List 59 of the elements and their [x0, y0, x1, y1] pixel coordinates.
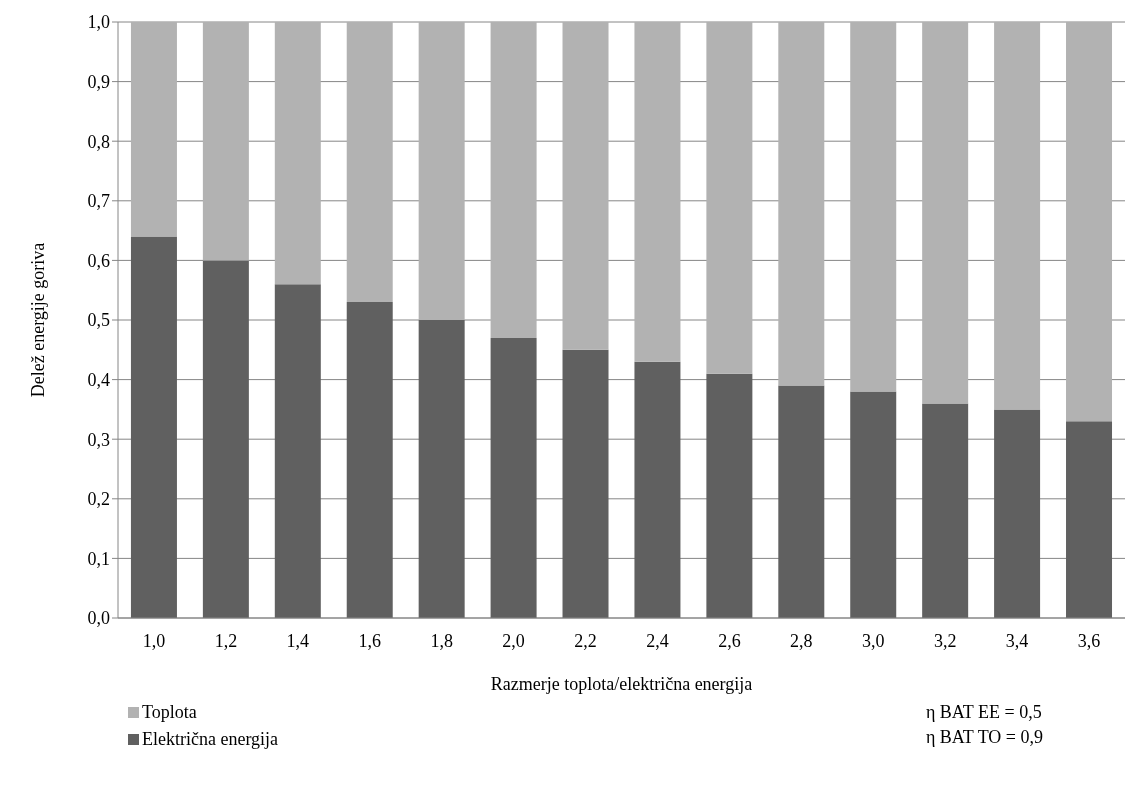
y-tick-label: 0,8 — [87, 131, 110, 152]
x-tick-label: 1,6 — [358, 630, 381, 651]
bar — [1066, 421, 1113, 618]
y-tick-label: 0,5 — [87, 310, 110, 331]
text: η BAT TO = 0,9 — [925, 727, 1043, 748]
x-tick-label: 2,6 — [718, 630, 741, 651]
x-tick-label: 1,4 — [286, 630, 310, 651]
bar — [274, 22, 321, 285]
y-tick-label: 1,0 — [87, 12, 110, 33]
bar — [706, 22, 753, 374]
bar — [202, 260, 249, 618]
x-tick-label: 2,2 — [574, 630, 597, 651]
bar — [634, 361, 681, 618]
bar — [418, 22, 465, 320]
text: η BAT EE = 0,5 — [925, 702, 1043, 723]
bar — [562, 22, 609, 350]
bar — [418, 320, 465, 618]
x-tick-label: 3,4 — [1005, 630, 1029, 651]
bar — [130, 22, 177, 237]
bar — [1066, 22, 1113, 422]
y-tick-label: 0,6 — [87, 250, 110, 271]
y-tick-label: 0,4 — [87, 369, 110, 390]
bar — [994, 409, 1041, 618]
bar — [922, 403, 969, 618]
bar — [634, 22, 681, 362]
x-tick-label: 3,2 — [933, 630, 957, 651]
bar — [778, 385, 825, 618]
bar — [130, 236, 177, 618]
bar — [706, 373, 753, 618]
bar — [202, 22, 249, 261]
x-tick-label: 3,6 — [1077, 630, 1101, 651]
bar — [562, 349, 609, 618]
y-tick-label: 0,7 — [87, 191, 110, 212]
x-tick-label: 1,8 — [430, 630, 453, 651]
bar — [778, 22, 825, 386]
x-tick-label: 1,2 — [214, 630, 238, 651]
y-tick-label: 0,0 — [87, 608, 110, 629]
x-tick-label: 1,0 — [142, 630, 166, 651]
x-axis-title: Razmerje toplota/električna energija — [490, 674, 753, 694]
bar — [490, 337, 537, 618]
x-tick-label: 3,0 — [862, 630, 885, 651]
bar — [346, 302, 393, 618]
bar — [850, 22, 897, 392]
bar — [850, 391, 897, 618]
bar — [922, 22, 969, 404]
y-axis-title: Delež energije goriva — [28, 242, 49, 398]
bar — [346, 22, 393, 303]
bar — [490, 22, 537, 338]
x-tick-label: 2,4 — [646, 630, 669, 651]
y-tick-label: 0,9 — [87, 71, 110, 92]
x-tick-label: 2,0 — [502, 630, 525, 651]
bar — [994, 22, 1041, 410]
x-tick-label: 2,8 — [790, 630, 813, 651]
legend-label: Toplota — [142, 702, 197, 723]
bar — [274, 284, 321, 618]
legend-label: Električna energija — [142, 729, 279, 750]
y-tick-label: 0,2 — [87, 489, 110, 510]
y-tick-label: 0,3 — [87, 429, 110, 450]
y-tick-label: 0,1 — [87, 548, 110, 569]
